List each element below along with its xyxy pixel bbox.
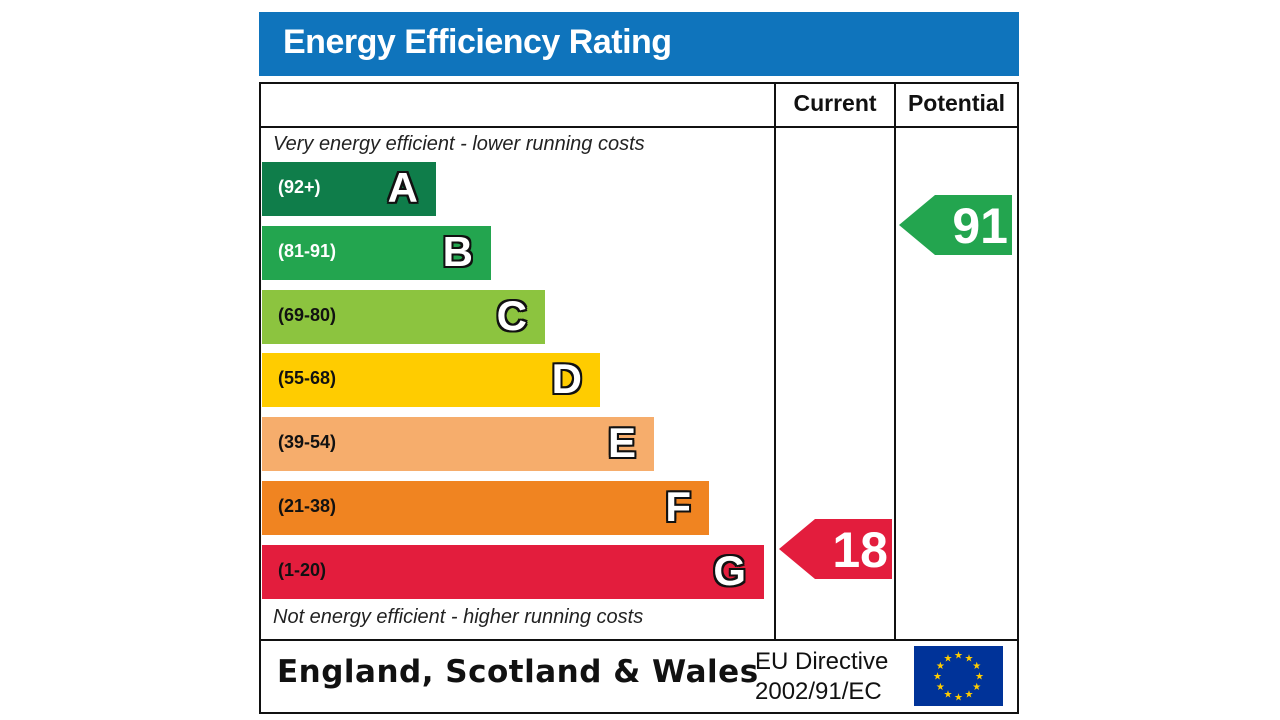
current-rating-marker: 18: [779, 519, 892, 579]
band-a-letter: A: [387, 164, 418, 211]
directive-line-1: EU Directive: [755, 648, 889, 675]
eu-star-icon: ★: [972, 661, 981, 672]
eu-star-icon: ★: [936, 661, 945, 672]
band-g-letter: G: [713, 547, 746, 594]
band-g-range: (1-20): [278, 560, 327, 580]
header-divider: [261, 126, 1017, 128]
footer-divider: [261, 639, 1017, 641]
current-column-divider: [774, 84, 776, 641]
band-f: (21-38) F: [262, 481, 709, 535]
eu-stars: ★ ★★★★★★★★★★★: [933, 651, 984, 704]
eu-star-icon: ★: [965, 690, 974, 701]
eu-star-icon: ★: [965, 653, 974, 664]
current-column-header: Current: [793, 90, 877, 116]
band-d: (55-68) D: [262, 353, 600, 407]
footer-directive: EU Directive 2002/91/EC: [755, 647, 888, 707]
eu-star-icon: ★: [933, 672, 942, 683]
band-a-range: (92+): [278, 177, 321, 197]
band-c-range: (69-80): [278, 305, 337, 325]
eu-star-icon: ★: [954, 651, 963, 662]
band-b-letter: B: [442, 228, 473, 275]
eu-star-icon: ★: [944, 690, 953, 701]
band-c: (69-80) C: [262, 290, 545, 344]
eu-flag-icon: ★ ★ ★ ★ ★ ★ ★ ★ ★ ★ ★ ★: [914, 646, 1003, 706]
eu-star-icon: ★: [972, 682, 981, 693]
eu-star-icon: ★: [936, 682, 945, 693]
band-e-letter: E: [607, 419, 636, 466]
current-arrow-shape: [779, 519, 892, 579]
band-e: (39-54) E: [262, 417, 654, 471]
band-d-range: (55-68): [278, 368, 337, 388]
potential-arrow-shape: [899, 195, 1012, 255]
caption-bottom: Not energy efficient - higher running co…: [273, 606, 644, 628]
current-rating-value: 18: [832, 522, 888, 578]
band-b: (81-91) B: [262, 226, 491, 280]
potential-rating-marker: 91: [899, 195, 1012, 255]
footer-country: England, Scotland & Wales: [277, 654, 759, 690]
band-c-letter: C: [496, 292, 527, 339]
band-b-range: (81-91): [278, 241, 337, 261]
band-f-range: (21-38): [278, 496, 337, 516]
title-bar: Energy Efficiency Rating: [259, 12, 1019, 76]
eu-star-icon: ★: [975, 672, 984, 683]
page-title: Energy Efficiency Rating: [283, 23, 672, 61]
band-d-letter: D: [551, 355, 582, 402]
potential-column-divider: [894, 84, 896, 641]
rating-frame: [259, 82, 1019, 714]
band-f-letter: F: [665, 483, 691, 530]
directive-line-2: 2002/91/EC: [755, 678, 882, 705]
eu-star-icon: ★: [954, 693, 963, 704]
band-e-range: (39-54): [278, 432, 337, 452]
caption-top: Very energy efficient - lower running co…: [273, 133, 645, 155]
band-g: (1-20) G: [262, 545, 764, 599]
eu-star-icon: ★: [944, 653, 953, 664]
potential-column-header: Potential: [907, 90, 1006, 116]
potential-rating-value: 91: [952, 198, 1008, 254]
band-a: (92+) A: [262, 162, 436, 216]
